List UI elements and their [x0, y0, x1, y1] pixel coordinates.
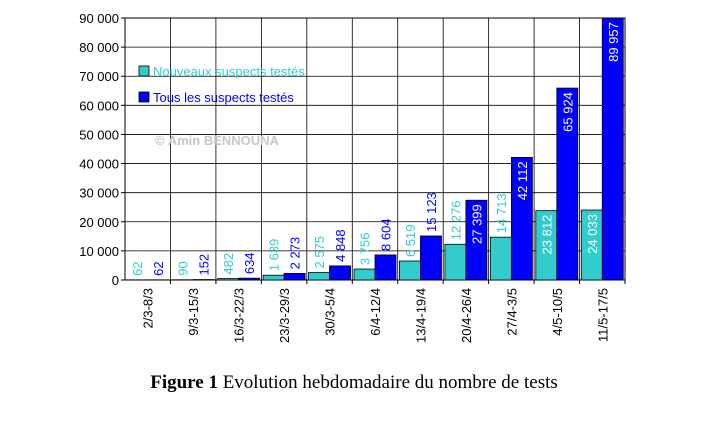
legend-label: Tous les suspects testés [153, 90, 294, 105]
data-label: 12 276 [448, 200, 463, 240]
y-tick-label: 20 000 [79, 215, 119, 230]
data-label: 89 957 [606, 22, 621, 62]
legend-swatch [139, 92, 149, 102]
y-tick-label: 60 000 [79, 98, 119, 113]
data-label: 62 [151, 261, 166, 275]
y-tick-label: 40 000 [79, 157, 119, 172]
data-label: 42 112 [515, 161, 530, 200]
data-label: 4 848 [333, 229, 348, 262]
y-tick-label: 10 000 [79, 244, 119, 259]
data-label: 15 123 [424, 192, 439, 232]
bar [284, 273, 305, 280]
legend-label: Nouveaux suspects testés [153, 64, 305, 79]
caption-text: Evolution hebdomadaire du nombre de test… [223, 372, 558, 393]
x-tick-label: 6/4-12/4 [368, 288, 383, 336]
bar [309, 273, 330, 280]
y-tick-label: 90 000 [79, 11, 119, 26]
data-label: 2 273 [288, 237, 303, 270]
x-tick-label: 30/3-5/4 [323, 288, 338, 336]
y-tick-label: 50 000 [79, 127, 119, 142]
data-label: 152 [197, 254, 212, 276]
y-tick-label: 70 000 [79, 69, 119, 84]
bar [399, 261, 420, 280]
x-tick-label: 27/4-3/5 [504, 288, 519, 336]
y-tick-label: 0 [112, 273, 119, 288]
data-label: 23 812 [539, 215, 554, 255]
x-tick-label: 9/3-15/3 [186, 288, 201, 336]
x-tick-label: 2/3-8/3 [141, 288, 156, 328]
data-label: 6 519 [403, 224, 418, 257]
x-tick-label: 11/5-17/5 [595, 288, 610, 342]
bar [375, 255, 396, 280]
data-label: 634 [242, 252, 257, 274]
x-tick-label: 16/3-22/3 [232, 288, 247, 343]
bar [239, 278, 260, 280]
data-label: 62 [130, 261, 145, 275]
caption: Figure 1 Evolution hebdomadaire du nombr… [150, 372, 558, 393]
caption-label: Figure 1 [150, 372, 218, 393]
bar [218, 279, 239, 280]
bar [445, 244, 466, 280]
data-label: 482 [221, 253, 236, 275]
x-tick-label: 13/4-19/4 [413, 288, 428, 343]
data-label: 24 033 [585, 214, 600, 254]
data-label: 65 924 [560, 92, 575, 132]
x-tick-label: 23/3-29/3 [277, 288, 292, 343]
data-label: 90 [176, 261, 191, 275]
data-label: 8 604 [379, 218, 394, 251]
watermark: © Amin BENNOUNA [155, 133, 280, 148]
legend-swatch [139, 66, 149, 76]
data-label: 2 575 [312, 236, 327, 269]
data-label: 1 639 [267, 239, 282, 272]
bar [420, 236, 441, 280]
data-label: 3 756 [358, 233, 373, 266]
bar [490, 237, 511, 280]
data-label: 27 399 [469, 204, 484, 244]
x-tick-label: 20/4-26/4 [459, 288, 474, 343]
bar [354, 269, 375, 280]
data-label: 14 713 [494, 193, 509, 233]
x-tick-label: 4/5-10/5 [550, 288, 565, 336]
bar [330, 266, 351, 280]
bar [263, 275, 284, 280]
y-tick-label: 80 000 [79, 40, 119, 55]
y-tick-label: 30 000 [79, 186, 119, 201]
